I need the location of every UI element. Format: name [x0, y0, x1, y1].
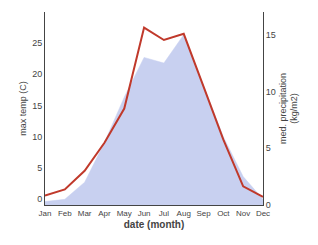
svg-text:20: 20 — [32, 69, 42, 79]
svg-text:0: 0 — [37, 194, 42, 204]
svg-text:Oct: Oct — [217, 209, 230, 218]
svg-text:Jun: Jun — [138, 209, 151, 218]
svg-text:Aug: Aug — [177, 209, 191, 218]
svg-text:5: 5 — [266, 143, 271, 153]
svg-text:10: 10 — [32, 132, 42, 142]
svg-text:Sep: Sep — [196, 209, 211, 218]
svg-text:date (month): date (month) — [124, 219, 185, 230]
svg-text:Jan: Jan — [39, 209, 52, 218]
svg-text:med. precipitation(kg/m2): med. precipitation(kg/m2) — [278, 73, 300, 144]
svg-text:Feb: Feb — [58, 209, 72, 218]
svg-text:Mar: Mar — [78, 209, 92, 218]
svg-text:15: 15 — [32, 101, 42, 111]
svg-text:15: 15 — [266, 30, 276, 40]
svg-text:5: 5 — [37, 163, 42, 173]
svg-text:Apr: Apr — [98, 209, 111, 218]
svg-text:Jul: Jul — [159, 209, 169, 218]
svg-text:25: 25 — [32, 38, 42, 48]
svg-text:Dec: Dec — [256, 209, 270, 218]
svg-text:May: May — [117, 209, 132, 218]
svg-text:max temp (C): max temp (C) — [18, 81, 28, 136]
svg-text:Nov: Nov — [236, 209, 250, 218]
svg-text:0: 0 — [266, 200, 271, 210]
svg-text:10: 10 — [266, 87, 276, 97]
